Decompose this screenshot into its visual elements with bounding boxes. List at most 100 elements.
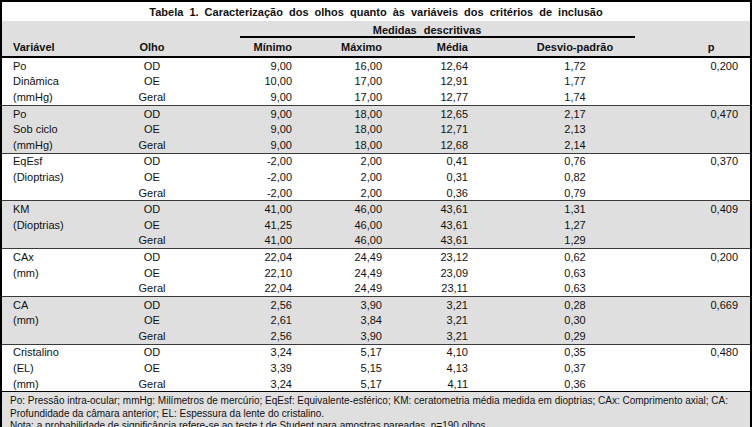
cell-p (672, 121, 750, 137)
cell-p: 0,409 (672, 201, 750, 217)
cell-max: 46,00 (302, 217, 392, 233)
cell-min: 9,00 (182, 121, 302, 137)
cell-max: 3,84 (302, 313, 392, 329)
cell-mean: 43,61 (392, 233, 478, 249)
cell-eye: OD (122, 344, 182, 360)
table-row: (mm)OE2,613,843,210,30 (2, 313, 750, 329)
table-row: EqEsfOD-2,002,000,410,760,370 (2, 153, 750, 169)
cell-p: 0,370 (672, 153, 750, 169)
table-row: (mm)Geral3,245,174,110,36 (2, 376, 750, 392)
footnote-note: Nota: a probabilidade de significância r… (10, 420, 742, 427)
cell-mean: 0,31 (392, 169, 478, 185)
cell-variable: Cristalino (2, 344, 122, 360)
cell-variable: KM (2, 201, 122, 217)
cell-eye: OD (122, 201, 182, 217)
cell-min: 9,00 (182, 105, 302, 121)
column-header-sd: Desvio-padrão (478, 38, 672, 57)
cell-sd: 0,36 (478, 376, 672, 392)
cell-min: 41,25 (182, 217, 302, 233)
cell-sd: 0,28 (478, 296, 672, 312)
cell-eye: Geral (122, 185, 182, 201)
table-row: (Dioptrias)OE41,2546,0043,611,27 (2, 217, 750, 233)
cell-mean: 23,09 (392, 265, 478, 281)
table-row: KMOD41,0046,0043,611,310,409 (2, 201, 750, 217)
cell-max: 2,00 (302, 169, 392, 185)
cell-max: 46,00 (302, 201, 392, 217)
cell-sd: 1,72 (478, 57, 672, 74)
cell-eye: Geral (122, 233, 182, 249)
cell-min: 9,00 (182, 137, 302, 153)
cell-variable: CAx (2, 249, 122, 265)
cell-eye: OE (122, 313, 182, 329)
cell-max: 24,49 (302, 280, 392, 296)
cell-min: 3,39 (182, 360, 302, 376)
table-row: Geral41,0046,0043,611,29 (2, 233, 750, 249)
cell-mean: 3,21 (392, 328, 478, 344)
cell-p: 0,480 (672, 344, 750, 360)
cell-p (672, 280, 750, 296)
cell-max: 17,00 (302, 74, 392, 90)
cell-sd: 2,13 (478, 121, 672, 137)
cell-sd: 1,29 (478, 233, 672, 249)
cell-sd: 0,37 (478, 360, 672, 376)
table-figure: Tabela 1. Caracterização dos olhos quant… (0, 0, 752, 427)
table-row: DinâmicaOE10,0017,0012,911,77 (2, 74, 750, 90)
cell-eye: OE (122, 121, 182, 137)
table-row: (mmHg)Geral9,0017,0012,771,74 (2, 89, 750, 105)
cell-p (672, 360, 750, 376)
cell-eye: OE (122, 360, 182, 376)
table-row: CAxOD22,0424,4923,120,620,200 (2, 249, 750, 265)
cell-p: 0,200 (672, 57, 750, 74)
cell-eye: OE (122, 169, 182, 185)
cell-variable (2, 280, 122, 296)
table-row: (Dioptrias)OE-2,002,000,310,82 (2, 169, 750, 185)
cell-sd: 0,82 (478, 169, 672, 185)
column-header-min: Mínimo (182, 38, 302, 57)
cell-min: -2,00 (182, 185, 302, 201)
table-row: (mmHg)Geral9,0018,0012,682,14 (2, 137, 750, 153)
cell-p: 0,470 (672, 105, 750, 121)
cell-variable (2, 185, 122, 201)
cell-min: 22,04 (182, 280, 302, 296)
cell-sd: 1,27 (478, 217, 672, 233)
cell-mean: 4,11 (392, 376, 478, 392)
measures-header-spacer-left (2, 21, 182, 38)
cell-p (672, 233, 750, 249)
cell-eye: OD (122, 57, 182, 74)
cell-mean: 0,41 (392, 153, 478, 169)
cell-min: -2,00 (182, 153, 302, 169)
column-header-variable: Variável (2, 38, 122, 57)
cell-p (672, 265, 750, 281)
cell-variable: (mm) (2, 376, 122, 392)
table-title: Tabela 1. Caracterização dos olhos quant… (2, 2, 750, 21)
cell-max: 2,00 (302, 185, 392, 201)
column-header-row: Variável Olho Mínimo Máximo Média Desvio… (2, 38, 750, 57)
cell-sd: 2,14 (478, 137, 672, 153)
measures-group-header: Medidas descritivas (182, 21, 672, 38)
cell-p (672, 313, 750, 329)
cell-p (672, 328, 750, 344)
cell-min: 3,24 (182, 344, 302, 360)
cell-max: 17,00 (302, 89, 392, 105)
cell-eye: Geral (122, 280, 182, 296)
cell-variable: Dinâmica (2, 74, 122, 90)
table-header: Medidas descritivas Variável Olho Mínimo… (2, 21, 750, 57)
table-row: Geral22,0424,4923,110,63 (2, 280, 750, 296)
cell-sd: 0,63 (478, 280, 672, 296)
table-row: PoOD9,0018,0012,652,170,470 (2, 105, 750, 121)
table-row: CAOD2,563,903,210,280,669 (2, 296, 750, 312)
cell-min: 22,10 (182, 265, 302, 281)
cell-min: 9,00 (182, 57, 302, 74)
cell-max: 5,15 (302, 360, 392, 376)
cell-variable: (mmHg) (2, 89, 122, 105)
cell-sd: 0,30 (478, 313, 672, 329)
table-body: PoOD9,0016,0012,641,720,200DinâmicaOE10,… (2, 57, 750, 391)
cell-mean: 23,11 (392, 280, 478, 296)
cell-sd: 1,31 (478, 201, 672, 217)
cell-eye: OD (122, 153, 182, 169)
cell-max: 5,17 (302, 376, 392, 392)
cell-mean: 12,77 (392, 89, 478, 105)
cell-p (672, 217, 750, 233)
cell-max: 3,90 (302, 296, 392, 312)
cell-variable: (Dioptrias) (2, 169, 122, 185)
